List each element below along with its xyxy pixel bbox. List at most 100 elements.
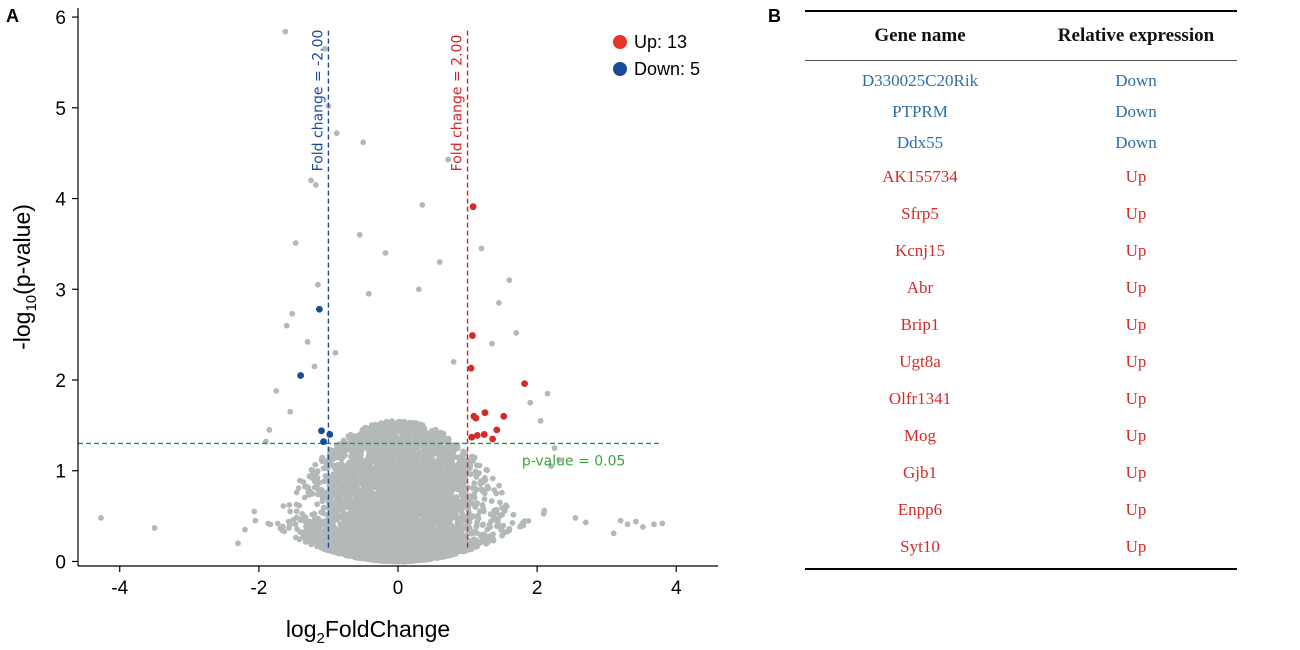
cloud-point — [472, 468, 479, 475]
cloud-point — [373, 458, 380, 464]
cloud-point — [387, 468, 393, 474]
cloud-point — [482, 538, 489, 545]
cloud-point — [380, 484, 387, 491]
cloud-point — [331, 465, 338, 472]
cloud-point — [517, 523, 523, 530]
cloud-point — [361, 527, 368, 534]
cloud-point — [299, 511, 306, 517]
cloud-point — [473, 523, 480, 530]
cloud-point — [295, 485, 302, 492]
cloud-point — [423, 450, 429, 457]
cloud-point — [493, 490, 500, 497]
cloud-point — [350, 448, 357, 455]
cloud-point — [430, 540, 437, 547]
cloud-point — [405, 540, 411, 547]
cloud-point — [476, 462, 483, 469]
cloud-point — [342, 441, 349, 448]
cloud-point — [410, 540, 417, 547]
cloud-point — [320, 465, 327, 472]
cloud-point — [424, 478, 431, 484]
cloud-point — [354, 458, 361, 465]
cloud-point — [363, 437, 370, 444]
cloud-point — [433, 432, 440, 439]
cloud-point — [372, 449, 378, 455]
cloud-point — [416, 449, 423, 456]
cloud-point — [287, 508, 293, 515]
cloud-point — [473, 543, 479, 549]
cloud-point — [454, 497, 461, 504]
cloud-point — [364, 459, 371, 466]
cloud-point — [417, 458, 424, 465]
cloud-point — [461, 546, 468, 553]
cloud-point — [499, 489, 505, 496]
cloud-point — [328, 493, 334, 499]
cloud-point — [427, 488, 434, 495]
cloud-point — [393, 424, 400, 431]
cloud-point — [446, 498, 452, 505]
cloud-point — [469, 453, 475, 460]
cloud-point — [351, 498, 357, 505]
cloud-point — [448, 472, 454, 478]
cloud-point — [396, 443, 403, 449]
cloud-point — [439, 437, 446, 444]
cloud-point — [418, 437, 425, 443]
cloud-point — [345, 536, 351, 543]
cloud-point — [366, 487, 373, 493]
cloud-point — [360, 505, 367, 512]
cloud-point — [426, 512, 432, 519]
cloud-point — [372, 550, 378, 557]
cloud-point — [521, 518, 528, 525]
cloud-point — [406, 508, 413, 515]
cloud-point — [400, 435, 406, 442]
cloud-point — [471, 480, 478, 487]
cloud-point — [308, 467, 315, 473]
cloud-point — [439, 528, 446, 535]
cloud-point — [404, 479, 410, 485]
cloud-point — [361, 555, 367, 562]
cloud-point — [413, 466, 420, 473]
cloud-point — [338, 447, 344, 454]
cloud-point — [321, 546, 328, 553]
cloud-point — [286, 502, 293, 508]
cloud-point — [323, 477, 329, 484]
cloud-point — [293, 508, 300, 515]
cloud-point — [392, 432, 399, 439]
cloud-point — [302, 514, 309, 521]
cloud-point — [343, 463, 349, 469]
cloud-point — [309, 490, 316, 497]
cloud-point — [460, 482, 466, 489]
cloud-point — [509, 520, 516, 526]
cloud-point — [387, 429, 394, 436]
cloud-point — [420, 490, 427, 496]
cloud-point — [459, 453, 465, 460]
cloud-point — [312, 516, 318, 523]
cloud-point — [352, 476, 359, 483]
cloud-point — [314, 468, 321, 474]
cloud-point — [501, 529, 508, 536]
cloud-point — [376, 486, 383, 493]
cloud-point — [487, 511, 494, 518]
cloud-point — [311, 484, 318, 491]
cloud-point — [470, 530, 477, 536]
cloud-point — [309, 511, 316, 518]
cloud-point — [431, 465, 438, 472]
cloud-point — [490, 537, 497, 544]
cloud-point — [424, 432, 431, 439]
cloud-point — [427, 468, 434, 475]
cloud-point — [394, 436, 401, 443]
cloud-point — [409, 475, 416, 482]
cloud-point — [500, 522, 507, 529]
cloud-point — [301, 494, 308, 501]
cloud-point — [388, 473, 395, 480]
cloud-point — [397, 472, 404, 479]
cloud-point — [339, 535, 346, 541]
cloud-point — [305, 538, 312, 545]
cloud-point — [319, 535, 326, 541]
cloud-point — [292, 521, 299, 528]
cloud-point — [418, 507, 425, 514]
cloud-point — [315, 491, 321, 498]
cloud-point — [468, 545, 475, 552]
cloud-point — [493, 506, 500, 513]
cloud-point — [443, 463, 450, 470]
cloud-point — [318, 456, 325, 463]
